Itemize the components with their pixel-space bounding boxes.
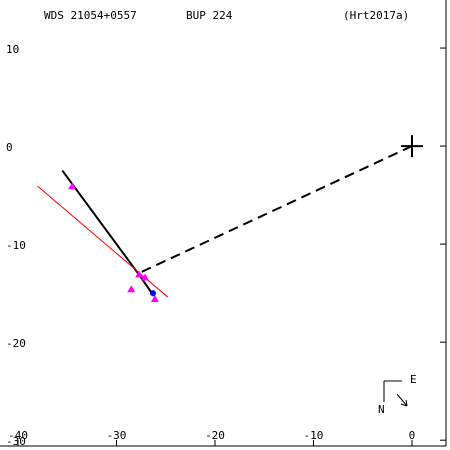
compass-east: E (410, 373, 417, 386)
y-tick-label: -10 (6, 239, 26, 252)
observation (141, 273, 150, 281)
x-tick-label: 0 (409, 429, 416, 442)
observation (150, 295, 159, 303)
primary-star (400, 135, 423, 158)
compass: E N (378, 373, 417, 416)
x-tick-label: -30 (107, 429, 127, 442)
chart-title: WDS 21054+0557 (44, 9, 137, 22)
x-tick-label: -10 (304, 429, 324, 442)
y-tick-label: -30 (6, 435, 26, 448)
y-tick-label: 0 (6, 141, 13, 154)
observation (68, 182, 77, 190)
y-tick-label: 10 (6, 43, 19, 56)
chart-subtitle: BUP 224 (186, 9, 233, 22)
x-tick-label: -40 (8, 429, 28, 442)
predicted-position (149, 290, 156, 297)
y-tick-label: -20 (6, 337, 26, 350)
observation (135, 270, 144, 278)
orbit-line (137, 145, 413, 275)
x-tick-label: -20 (205, 429, 225, 442)
observation (127, 285, 136, 293)
reference: (Hrt2017a) (343, 9, 409, 22)
compass-north: N (378, 403, 385, 416)
